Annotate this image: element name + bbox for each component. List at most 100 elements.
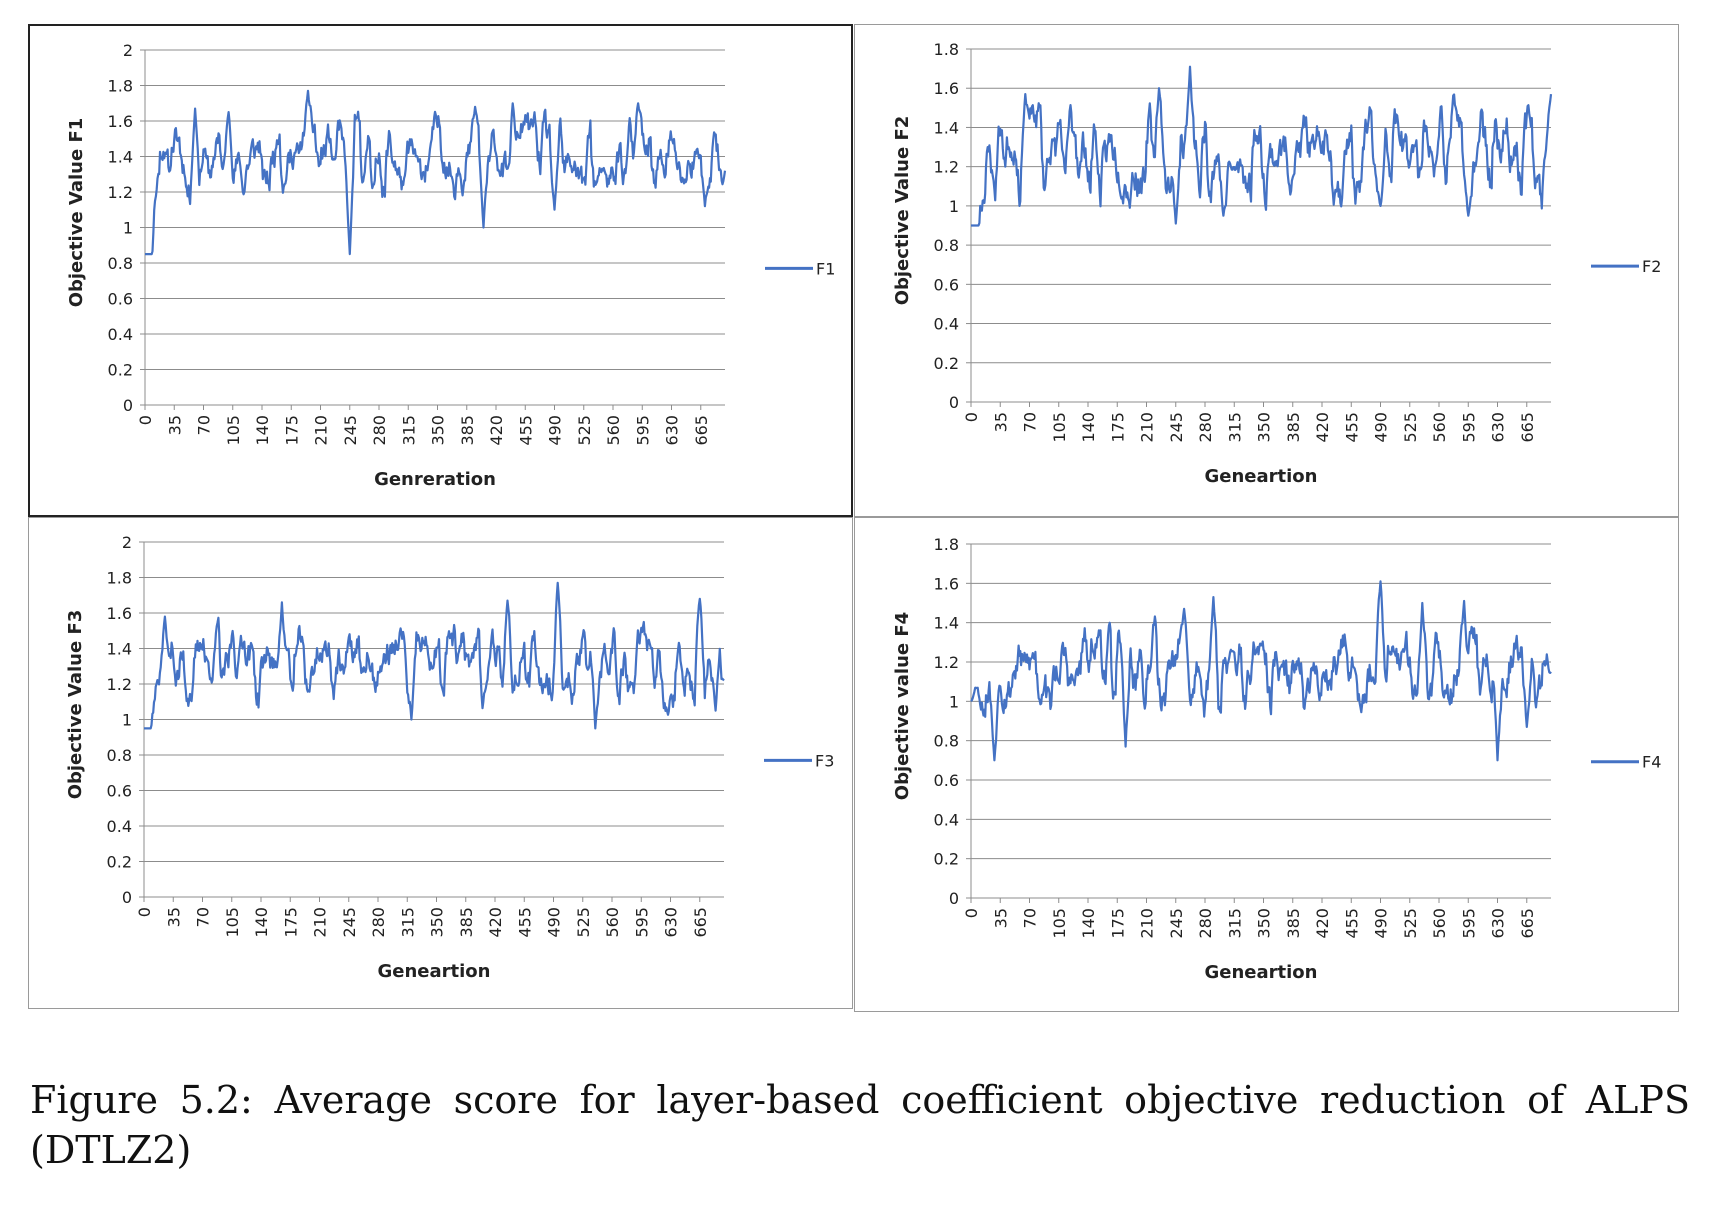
x-tick-label: 175 [281, 907, 300, 938]
x-tick-label: 280 [1196, 908, 1215, 939]
x-tick-label: 385 [1284, 908, 1303, 939]
x-tick-label: 490 [1372, 412, 1391, 443]
x-tick-label: 455 [1342, 412, 1361, 443]
y-tick-label: 1.6 [108, 112, 133, 131]
y-tick-label: 2 [123, 41, 133, 60]
x-tick-label: 315 [399, 415, 418, 446]
x-tick-label: 665 [692, 415, 711, 446]
y-tick-label: 1.8 [934, 40, 959, 59]
x-tick-label: 70 [1021, 908, 1040, 928]
x-tick-label: 210 [312, 415, 331, 446]
y-tick-label: 1.4 [108, 148, 133, 167]
y-tick-label: 1.6 [107, 604, 132, 623]
y-tick-label: 0.6 [107, 782, 132, 801]
x-tick-label: 245 [340, 907, 359, 938]
x-tick-label: 0 [962, 412, 981, 422]
x-tick-label: 70 [194, 907, 213, 927]
x-tick-label: 595 [1459, 908, 1478, 939]
x-tick-label: 560 [1430, 908, 1449, 939]
y-axis-title: Objective Value F3 [65, 610, 86, 800]
x-tick-label: 420 [1313, 908, 1332, 939]
y-tick-label: 0.4 [934, 315, 959, 334]
x-tick-label: 105 [1050, 412, 1069, 443]
legend-label: F2 [1642, 257, 1661, 276]
x-tick-label: 420 [487, 415, 506, 446]
legend-label: F1 [816, 259, 835, 278]
chart-f2: 0 0.2 0.4 0.6 0.8 1 1.2 1.4 1.6 1.8 0 35 70 105 140 175… [892, 40, 1661, 487]
x-tick-label: 630 [1489, 412, 1508, 443]
x-tick-label: 630 [663, 415, 682, 446]
x-tick-label: 210 [311, 907, 330, 938]
y-tick-label: 1.6 [934, 79, 959, 98]
chart-panel-f3: 0 0.2 0.4 0.6 0.8 1 1.2 1.4 1.6 1.8 2 0 35 70 105 140 17… [28, 517, 853, 1009]
y-axis-title: Objective Value F2 [892, 116, 913, 306]
x-tick-label: 210 [1138, 412, 1157, 443]
x-tick-label: 280 [1196, 412, 1215, 443]
y-tick-label: 1 [122, 711, 132, 730]
x-tick-label: 280 [370, 415, 389, 446]
x-tick-label: 315 [1225, 412, 1244, 443]
y-tick-label: 1.8 [934, 535, 959, 554]
series-line-f3 [143, 581, 725, 730]
x-tick-label: 70 [195, 415, 214, 435]
y-tick-label: 0.2 [934, 354, 959, 373]
x-tick-label: 175 [282, 415, 301, 446]
x-tick-label: 105 [224, 415, 243, 446]
series-line-f4 [970, 580, 1552, 762]
x-tick-label: 385 [457, 907, 476, 938]
x-tick-label: 455 [1342, 908, 1361, 939]
y-tick-label: 1.4 [934, 614, 959, 633]
y-tick-label: 0.2 [107, 853, 132, 872]
x-tick-label: 665 [691, 907, 710, 938]
x-tick-label: 490 [1372, 908, 1391, 939]
x-tick-label: 105 [223, 907, 242, 938]
y-axis-title: Objective value F4 [892, 612, 913, 800]
x-tick-label: 35 [165, 415, 184, 435]
x-tick-label: 140 [1079, 412, 1098, 443]
x-axis-title: Geneartion [1205, 962, 1318, 983]
x-tick-label: 420 [486, 907, 505, 938]
y-tick-label: 0.8 [934, 236, 959, 255]
x-tick-label: 315 [398, 907, 417, 938]
x-axis-title: Genreration [374, 469, 496, 490]
x-axis-title: Geneartion [378, 961, 491, 982]
x-tick-label: 35 [164, 907, 183, 927]
y-tick-label: 1.8 [107, 569, 132, 588]
x-tick-label: 175 [1108, 908, 1127, 939]
x-tick-label: 665 [1518, 908, 1537, 939]
x-tick-label: 385 [458, 415, 477, 446]
x-tick-label: 140 [252, 907, 271, 938]
y-tick-label: 0.2 [934, 850, 959, 869]
x-tick-label: 595 [632, 907, 651, 938]
x-tick-label: 350 [1255, 908, 1274, 939]
y-tick-label: 1.4 [107, 640, 132, 659]
x-tick-label: 210 [1138, 908, 1157, 939]
x-tick-label: 560 [604, 415, 623, 446]
x-tick-label: 630 [1489, 908, 1508, 939]
y-axis-title: Objective Value F1 [66, 118, 87, 308]
x-tick-label: 560 [1430, 412, 1449, 443]
y-tick-label: 0.4 [934, 810, 959, 829]
y-tick-label: 1 [949, 197, 959, 216]
y-tick-label: 0.6 [934, 275, 959, 294]
x-tick-label: 0 [135, 907, 154, 917]
y-tick-label: 0.8 [107, 746, 132, 765]
x-tick-label: 455 [516, 415, 535, 446]
x-tick-label: 245 [341, 415, 360, 446]
x-tick-label: 0 [962, 908, 981, 918]
y-tick-label: 0 [122, 888, 132, 907]
y-tick-label: 0 [949, 393, 959, 412]
x-tick-label: 525 [574, 907, 593, 938]
y-tick-label: 0.2 [108, 361, 133, 380]
chart-panel-f1: 0 0.2 0.4 0.6 0.8 1 1.2 1.4 1.6 1.8 2 0 35 70 105 140 17… [28, 24, 853, 517]
x-tick-label: 490 [546, 415, 565, 446]
y-tick-label: 0.4 [108, 325, 133, 344]
x-tick-label: 0 [136, 415, 155, 425]
y-tick-label: 0 [949, 889, 959, 908]
y-tick-label: 1.2 [934, 158, 959, 177]
y-tick-label: 0.8 [934, 732, 959, 751]
series-line-f1 [144, 89, 727, 256]
x-tick-label: 175 [1108, 412, 1127, 443]
y-tick-label: 1.8 [108, 77, 133, 96]
x-tick-label: 350 [429, 415, 448, 446]
